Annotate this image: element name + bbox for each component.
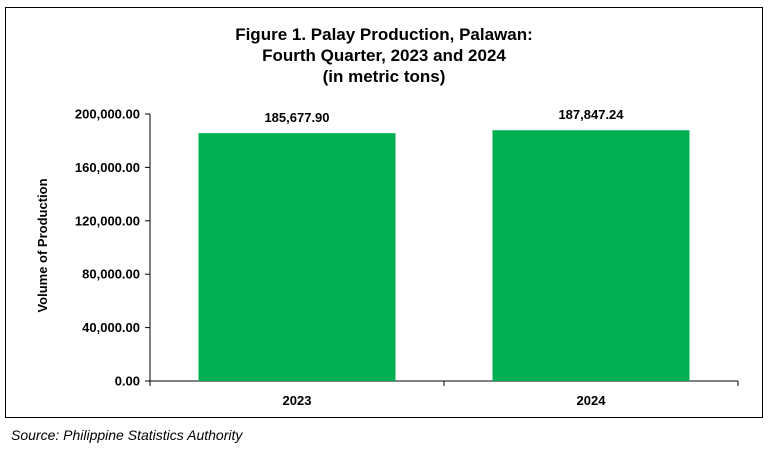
x-tick-label: 2024 — [577, 393, 607, 408]
y-tick-label: 0.00 — [115, 374, 140, 389]
source-note: Source: Philippine Statistics Authority — [11, 427, 243, 443]
data-label: 185,677.90 — [264, 110, 329, 125]
bar-2024 — [492, 130, 690, 381]
chart-title-line-3: (in metric tons) — [322, 67, 446, 86]
y-tick-label: 40,000.00 — [82, 320, 140, 335]
y-tick-label: 120,000.00 — [75, 213, 140, 228]
chart-title: Figure 1. Palay Production, Palawan: Fou… — [6, 24, 762, 87]
y-axis-title: Volume of Production — [35, 178, 50, 312]
chart-title-line-1: Figure 1. Palay Production, Palawan: — [235, 25, 533, 44]
y-tick-label: 200,000.00 — [75, 107, 140, 122]
x-tick-label: 2023 — [283, 393, 312, 408]
data-label: 187,847.24 — [558, 107, 624, 122]
chart-title-line-2: Fourth Quarter, 2023 and 2024 — [262, 46, 506, 65]
bar-2023 — [198, 133, 396, 381]
y-tick-label: 160,000.00 — [75, 160, 140, 175]
y-tick-label: 80,000.00 — [82, 267, 140, 282]
